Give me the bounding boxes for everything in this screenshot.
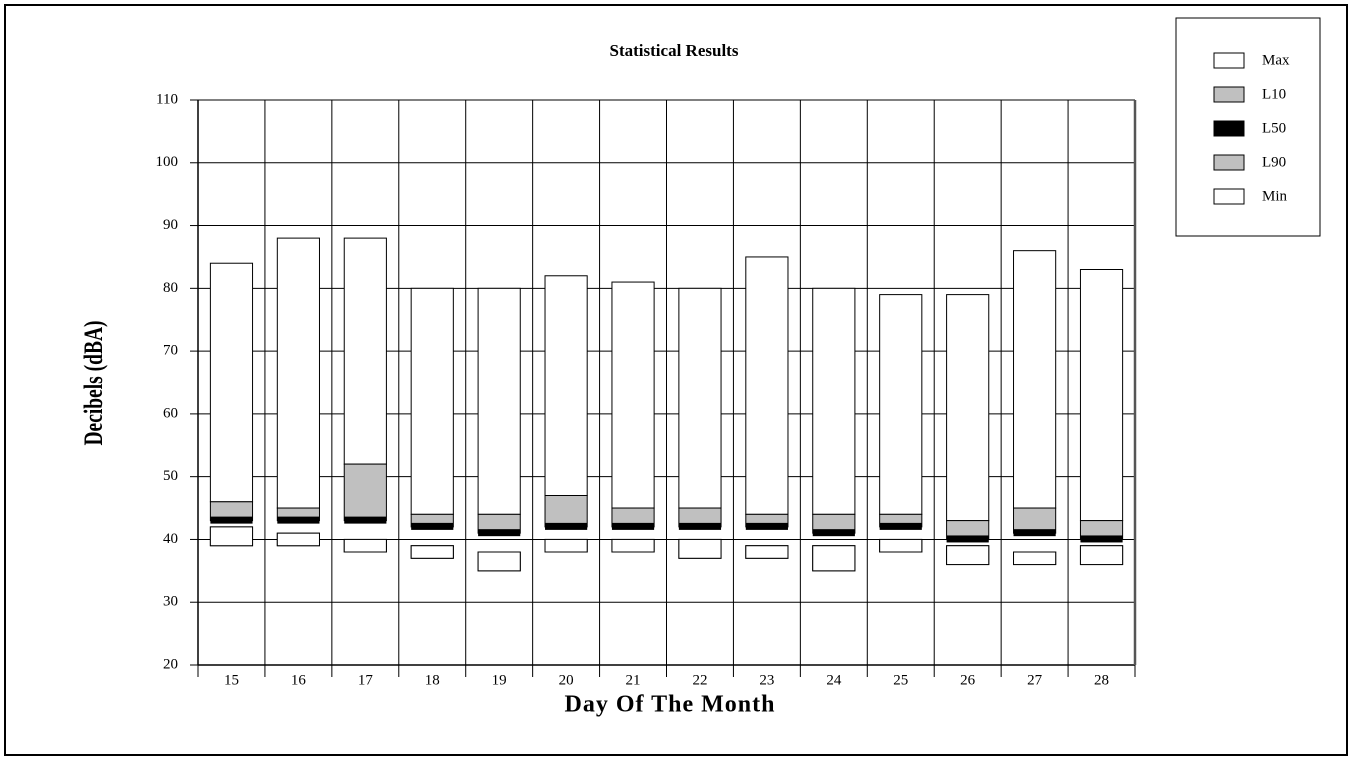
l50-mark	[210, 516, 253, 524]
bar-segment	[1079, 545, 1124, 566]
legend-label: Max	[1262, 52, 1290, 68]
l50-mark	[411, 522, 454, 530]
l50-mark	[946, 535, 989, 543]
legend-swatch	[1213, 154, 1245, 171]
y-axis-label: Decibels (dBA)	[79, 320, 107, 445]
legend-label: L10	[1262, 86, 1286, 102]
bar-segment	[1013, 250, 1057, 509]
y-tick-label: 90	[163, 217, 178, 233]
bar-segment	[745, 256, 789, 515]
legend-label: L50	[1262, 120, 1286, 136]
l50-mark	[277, 516, 320, 524]
y-tick-label: 70	[163, 343, 178, 359]
y-tick-label: 40	[163, 531, 178, 547]
x-tick-label: 27	[1027, 672, 1043, 688]
y-tick-label: 50	[163, 468, 178, 484]
x-tick-label: 20	[559, 672, 574, 688]
bar-segment	[611, 538, 655, 553]
l50-mark	[678, 522, 722, 530]
bar-segment	[544, 538, 588, 553]
l50-mark	[812, 529, 855, 537]
l50-mark	[1080, 535, 1123, 543]
bar-segment	[745, 545, 789, 559]
y-tick-label: 80	[163, 280, 178, 296]
bar-segment	[611, 281, 655, 509]
l50-mark	[344, 516, 387, 524]
bar-segment	[410, 545, 454, 559]
l50-mark	[1013, 529, 1056, 537]
legend-label: L90	[1262, 154, 1286, 170]
l50-mark	[545, 522, 588, 530]
x-tick-label: 24	[826, 672, 842, 688]
bar-segment	[209, 262, 254, 503]
bar-segment	[946, 545, 990, 566]
bar-segment	[812, 545, 856, 572]
x-tick-label: 19	[492, 672, 507, 688]
bar-segment	[678, 287, 722, 509]
x-tick-label: 17	[358, 672, 374, 688]
bar-segment	[1079, 269, 1124, 522]
bar-segment	[477, 551, 521, 572]
chart-title: Statistical Results	[610, 41, 739, 60]
legend-swatch	[1213, 52, 1245, 69]
x-tick-label: 15	[224, 672, 239, 688]
bar-segment	[812, 287, 856, 515]
frame	[4, 4, 1348, 756]
legend-swatch	[1213, 188, 1245, 205]
bar-segment	[544, 275, 588, 496]
y-tick-label: 30	[163, 594, 178, 610]
bar-segment	[343, 237, 387, 465]
bar-segment	[678, 538, 722, 559]
y-tick-label: 60	[163, 405, 178, 421]
bar-segment	[209, 526, 254, 547]
l50-mark	[478, 529, 521, 537]
l50-mark	[611, 522, 655, 530]
legend-label: Min	[1262, 188, 1288, 204]
y-tick-label: 20	[163, 656, 178, 672]
legend-swatch	[1213, 120, 1245, 137]
y-tick-label: 110	[156, 91, 178, 107]
y-tick-label: 100	[156, 154, 179, 170]
bar-segment	[343, 463, 387, 522]
bar-segment	[879, 538, 923, 553]
x-tick-label: 26	[960, 672, 976, 688]
x-tick-label: 18	[425, 672, 440, 688]
bar-segment	[1013, 551, 1057, 566]
x-axis-label: Day Of The Month	[565, 692, 776, 718]
x-tick-label: 25	[893, 672, 908, 688]
bar-segment	[410, 287, 454, 515]
l50-mark	[745, 522, 788, 530]
bar-segment	[946, 294, 990, 522]
x-tick-label: 22	[692, 672, 707, 688]
l50-mark	[879, 522, 922, 530]
x-tick-label: 23	[759, 672, 774, 688]
legend-swatch	[1213, 86, 1245, 103]
bar-segment	[276, 237, 320, 509]
legend-box	[1175, 17, 1321, 237]
bar-segment	[879, 294, 923, 515]
bar-segment	[276, 532, 320, 547]
x-tick-label: 16	[291, 672, 307, 688]
x-tick-label: 21	[626, 672, 641, 688]
bar-segment	[544, 495, 588, 528]
x-tick-label: 28	[1094, 672, 1109, 688]
bar-segment	[477, 287, 521, 515]
bar-segment	[343, 538, 387, 553]
